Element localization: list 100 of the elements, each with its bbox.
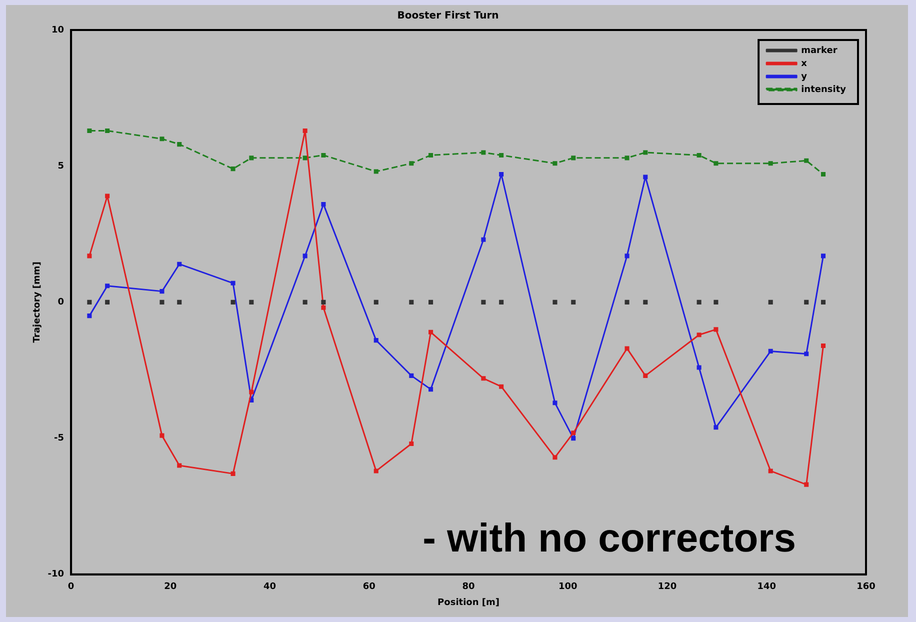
point [643, 373, 648, 378]
x-tick-label: 60 [362, 582, 376, 592]
point [302, 156, 308, 160]
y-tick-label: -10 [48, 570, 64, 580]
point [714, 327, 718, 332]
point [409, 373, 414, 378]
point [321, 300, 326, 304]
point [571, 156, 576, 160]
x-axis-title: Position [m] [438, 598, 500, 608]
point [428, 330, 434, 334]
point [821, 254, 826, 258]
y-tick-label: 0 [58, 298, 64, 308]
point [321, 305, 326, 310]
point [105, 194, 110, 198]
point [481, 237, 486, 242]
point [428, 387, 434, 392]
point [768, 161, 773, 166]
point [302, 128, 308, 133]
point [105, 284, 110, 288]
point [624, 346, 630, 351]
point [571, 436, 576, 441]
point [374, 300, 378, 304]
point [552, 161, 558, 166]
point [428, 300, 434, 304]
annotation: - with no correctors [422, 516, 796, 560]
y-tick-label: 5 [58, 161, 64, 172]
point [552, 455, 558, 460]
point [696, 332, 702, 338]
point [643, 300, 648, 304]
point [409, 161, 414, 166]
point [768, 468, 773, 474]
point [696, 300, 702, 304]
point [249, 390, 254, 394]
point [302, 254, 308, 258]
point [409, 300, 414, 304]
legend-label: x [801, 58, 808, 69]
point [804, 300, 809, 304]
point [624, 300, 630, 304]
point [821, 172, 826, 177]
legend-label: marker [801, 46, 838, 56]
x-tick-label: 20 [164, 582, 177, 592]
point [177, 262, 182, 266]
legend-label: y [801, 72, 808, 82]
x-tick-label: 0 [68, 582, 74, 592]
point [374, 338, 378, 343]
point [768, 348, 773, 354]
x-tick-label: 160 [856, 582, 876, 592]
point [571, 430, 576, 436]
point [160, 136, 164, 142]
y-axis-title: Trajectory [mm] [32, 262, 43, 343]
x-tick-label: 120 [658, 582, 677, 592]
point [571, 300, 576, 304]
point [177, 300, 182, 304]
point [821, 300, 826, 304]
x-tick-label: 80 [462, 582, 475, 592]
point [177, 463, 182, 468]
point [249, 156, 254, 160]
point [714, 161, 718, 166]
legend-label: intensity [801, 84, 846, 95]
point [624, 156, 630, 160]
point [481, 376, 486, 381]
point [499, 384, 504, 389]
point [499, 300, 504, 304]
point [177, 142, 182, 147]
point [643, 174, 648, 180]
point [374, 169, 378, 174]
x-tick-label: 140 [757, 582, 776, 592]
point [714, 425, 718, 430]
point [552, 300, 558, 304]
point [696, 365, 702, 370]
point [409, 441, 414, 446]
y-tick-label: 10 [52, 25, 64, 36]
point [624, 254, 630, 258]
point [230, 471, 236, 476]
point [643, 150, 648, 155]
point [321, 202, 326, 206]
point [804, 158, 809, 163]
point [821, 343, 826, 348]
chart-title: Booster First Turn [397, 10, 499, 22]
point [87, 128, 92, 133]
point [160, 433, 164, 438]
x-tick-label: 100 [558, 582, 578, 592]
point [696, 152, 702, 158]
point [87, 314, 92, 318]
point [230, 280, 236, 286]
x-tick-label: 40 [264, 582, 276, 592]
point [105, 300, 110, 304]
point [481, 150, 486, 155]
point [321, 152, 326, 158]
point [87, 254, 92, 258]
point [160, 300, 164, 304]
point [160, 289, 164, 294]
point [714, 300, 718, 304]
point [105, 128, 110, 133]
point [768, 300, 773, 304]
point [302, 300, 308, 304]
point [249, 300, 254, 304]
point [87, 300, 92, 304]
point [552, 400, 558, 406]
point [499, 152, 504, 158]
